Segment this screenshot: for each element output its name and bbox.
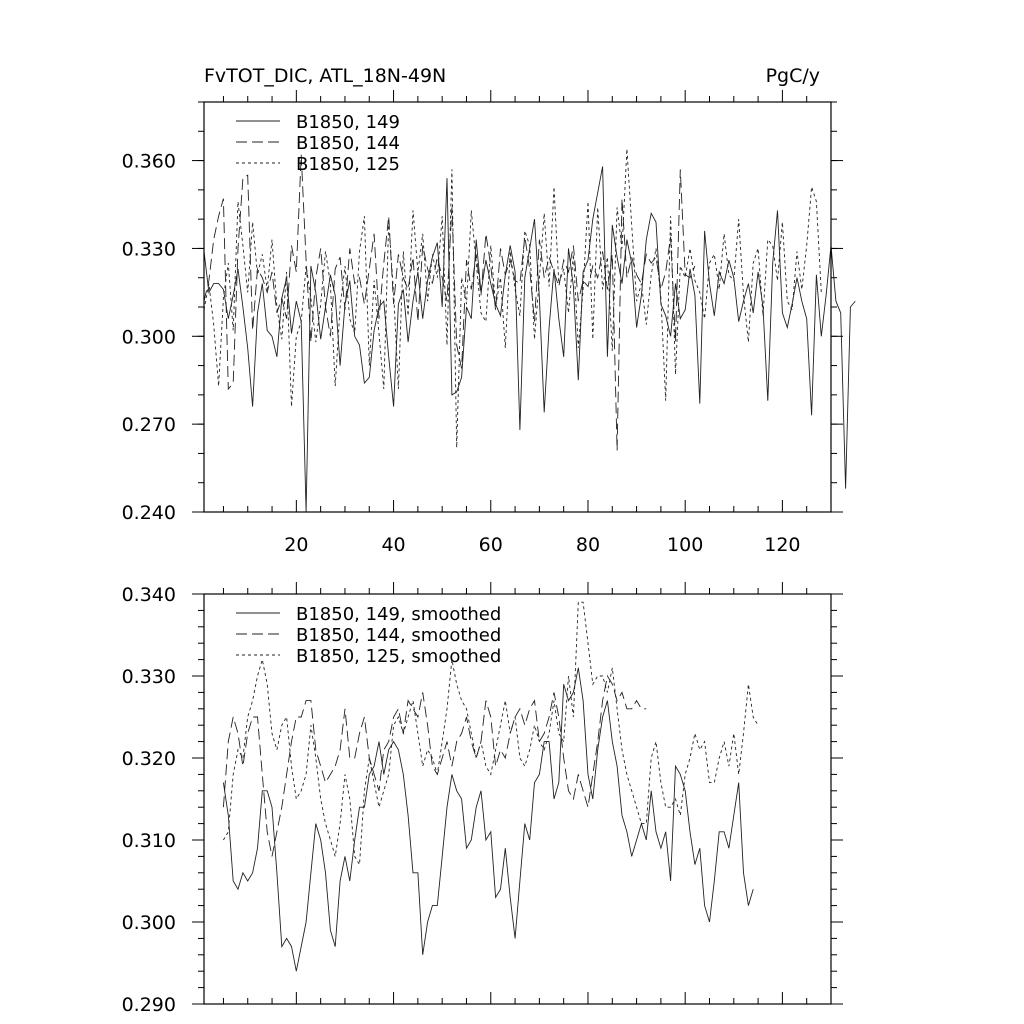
chart-title-left: FvTOT_DIC, ATL_18N-49N bbox=[204, 65, 446, 87]
x-tick-label: 60 bbox=[479, 534, 503, 556]
y-tick-label: 0.330 bbox=[122, 666, 176, 688]
y-tick-label: 0.300 bbox=[122, 912, 176, 934]
y-tick-label: 0.300 bbox=[122, 326, 176, 348]
bottom-axis-ticks: 0.290 0.300 0.310 0.320 0.330 0.340 bbox=[122, 582, 843, 1016]
legend-label-1: B1850, 149 bbox=[296, 112, 400, 133]
y-tick-label: 0.330 bbox=[122, 238, 176, 260]
y-tick-label: 0.320 bbox=[122, 748, 176, 770]
top-series-layer bbox=[203, 148, 856, 513]
legend-label-1: B1850, 149, smoothed bbox=[296, 604, 501, 625]
top-plot-frame bbox=[203, 101, 832, 513]
legend-label-2: B1850, 144 bbox=[296, 133, 400, 154]
legend-label-2: B1850, 144, smoothed bbox=[296, 625, 501, 646]
x-tick-label: 80 bbox=[576, 534, 600, 556]
top-chart: FvTOT_DIC, ATL_18N-49N PgC/y B1850, 149B… bbox=[122, 65, 856, 556]
bottom-plot-frame bbox=[203, 593, 832, 1005]
y-tick-label: 0.340 bbox=[122, 584, 176, 606]
series-line-3 bbox=[223, 601, 759, 867]
bottom-series-layer bbox=[222, 601, 759, 972]
x-tick-label: 40 bbox=[381, 534, 405, 556]
y-tick-label: 0.310 bbox=[122, 830, 176, 852]
series-line-3 bbox=[203, 148, 822, 448]
chart-units-label: PgC/y bbox=[766, 65, 820, 87]
series-line-2 bbox=[222, 674, 647, 857]
series-line-1 bbox=[222, 667, 754, 972]
x-tick-label: 120 bbox=[764, 534, 800, 556]
legend-label-3: B1850, 125, smoothed bbox=[296, 646, 501, 667]
series-line-1 bbox=[203, 166, 856, 513]
y-tick-label: 0.360 bbox=[122, 151, 176, 173]
y-tick-label: 0.290 bbox=[122, 994, 176, 1016]
y-tick-label: 0.270 bbox=[122, 414, 176, 436]
x-tick-label: 20 bbox=[284, 534, 308, 556]
legend-label-3: B1850, 125 bbox=[296, 154, 400, 175]
y-tick-label: 0.240 bbox=[122, 502, 176, 524]
x-tick-label: 100 bbox=[667, 534, 703, 556]
top-axis-ticks: 20 40 60 80 100 120 0.240 0.270 0.300 0.330 0.360 bbox=[122, 90, 843, 556]
